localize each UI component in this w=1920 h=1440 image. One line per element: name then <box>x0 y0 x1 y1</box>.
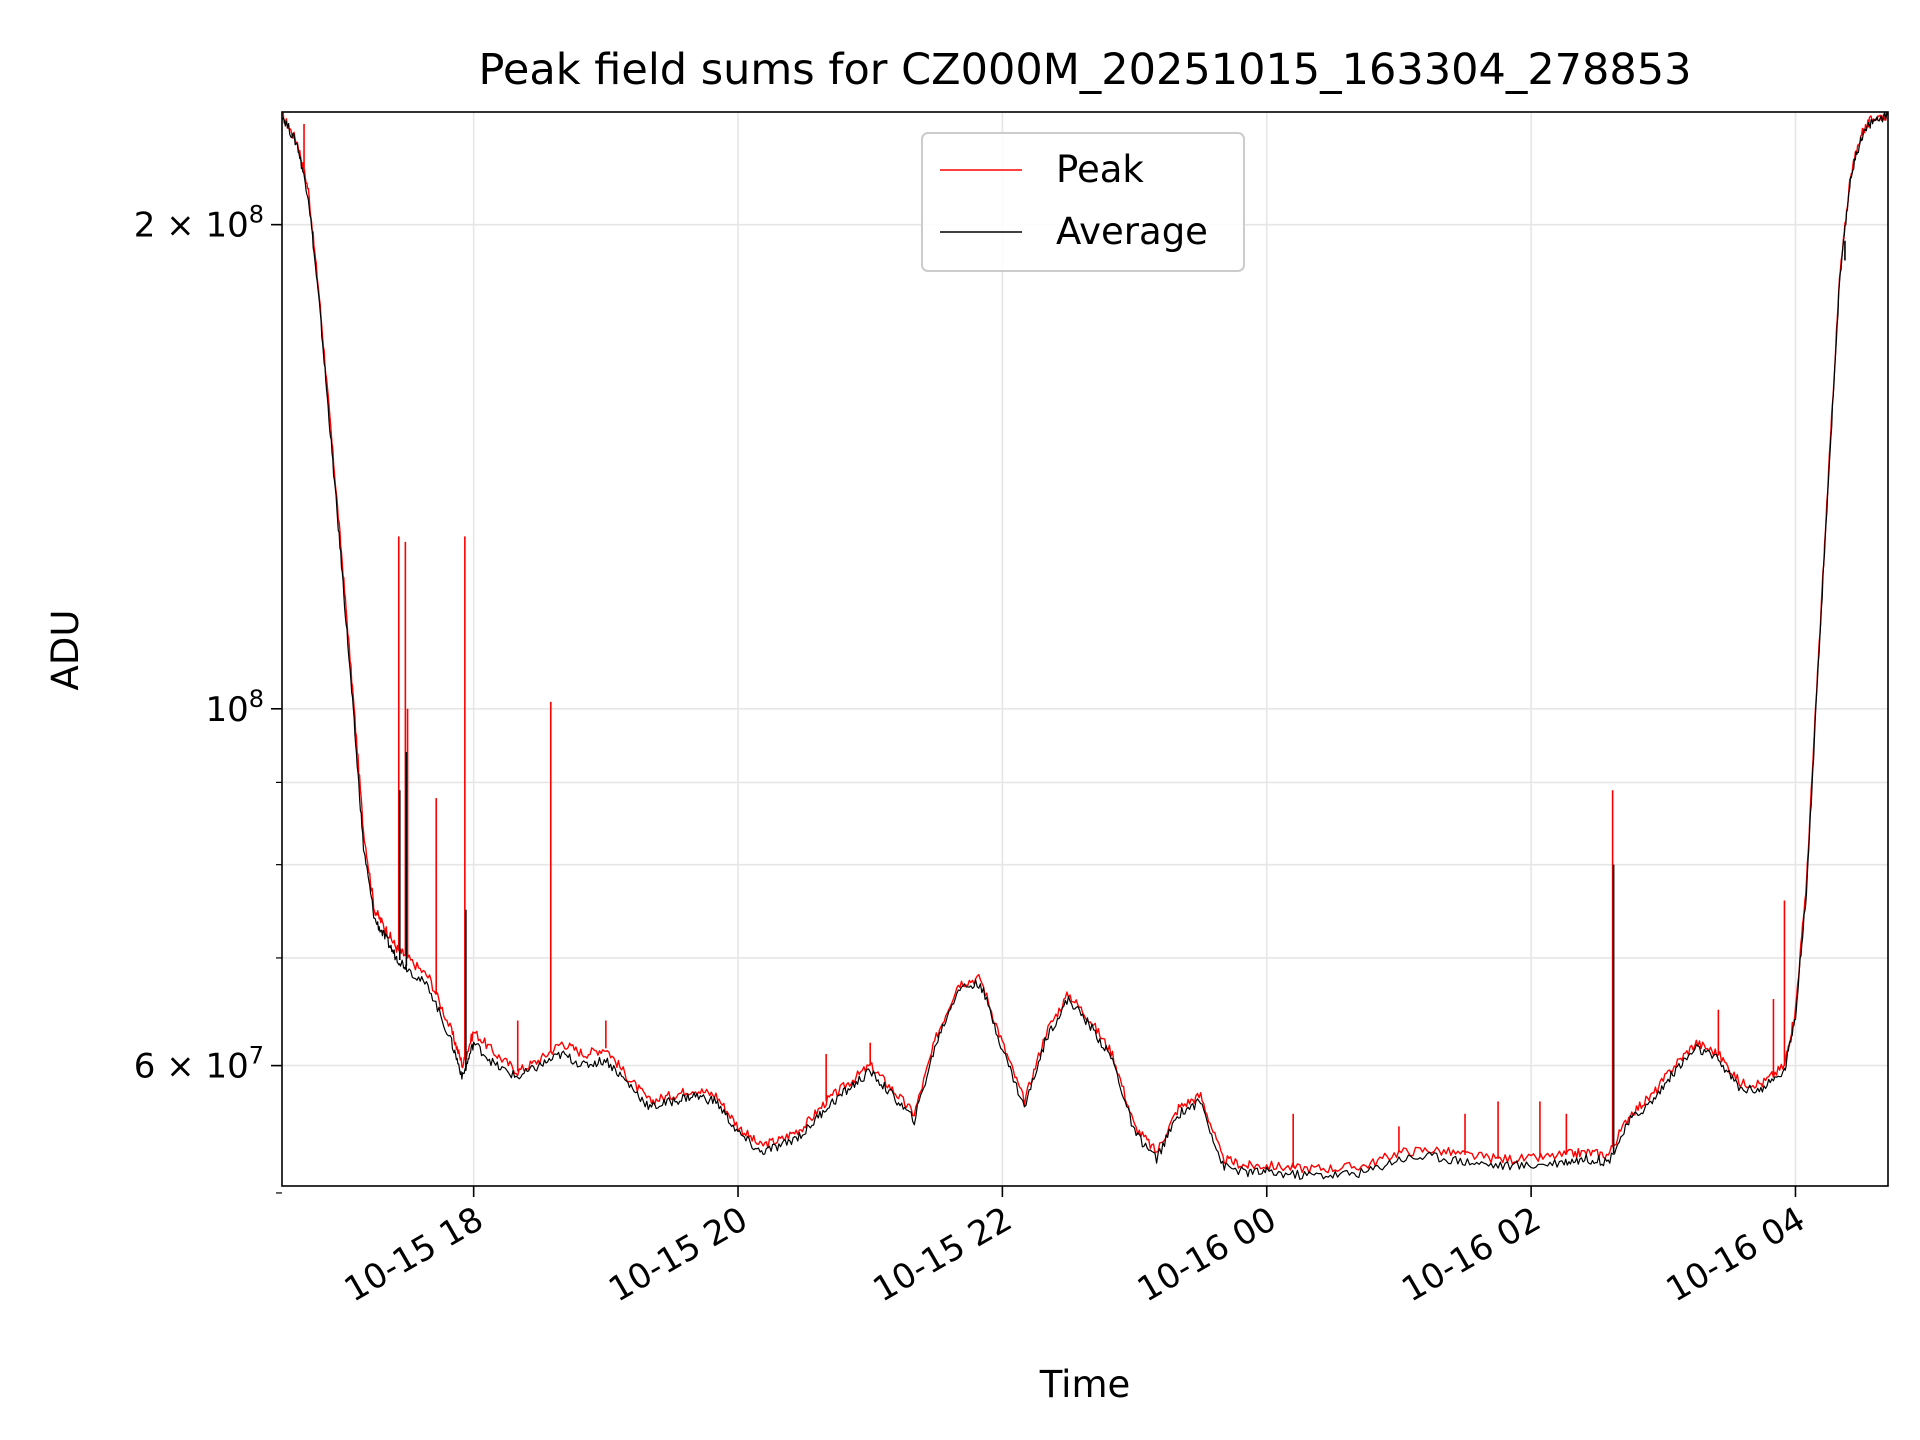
series-line-peak <box>282 112 1888 1174</box>
legend-box <box>921 132 1245 272</box>
y-tick-label-2: 6 × 107 <box>134 1042 264 1087</box>
y-axis: 108 2 × 108 6 × 107 <box>134 201 282 1194</box>
series-layer <box>282 112 1888 1180</box>
legend-label-average: Average <box>1056 210 1208 253</box>
plot-frame <box>281 111 1889 1187</box>
grid <box>282 112 1888 1186</box>
legend-label-peak: Peak <box>1056 148 1144 191</box>
chart-title: Peak field sums for CZ000M_20251015_1633… <box>479 45 1692 95</box>
y-tick-label-0: 108 <box>205 685 264 730</box>
y-axis-label: ADU <box>44 610 87 691</box>
series-line-average <box>282 112 1888 1180</box>
legend: Peak Average <box>921 132 1245 272</box>
y-tick-label-1: 2 × 108 <box>134 201 264 246</box>
x-axis-label: Time <box>1039 1363 1131 1406</box>
